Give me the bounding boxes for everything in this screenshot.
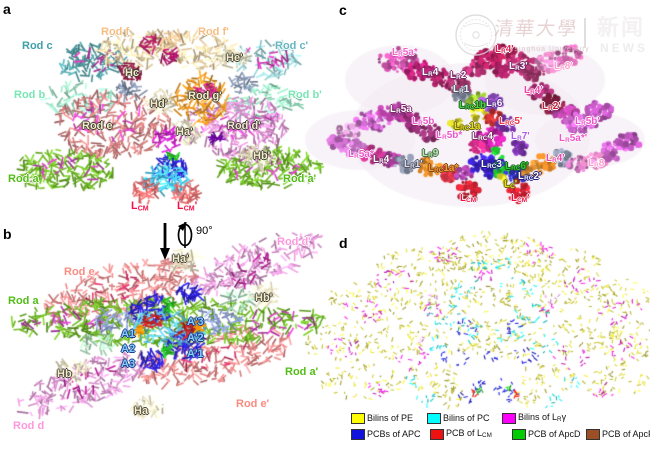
label-a-rod-b-prime: Rod b' [288, 89, 322, 101]
rotation-annotation: 90° [152, 221, 248, 261]
label-a-rod-f-prime: Rod f' [198, 26, 229, 38]
legend-swatch-icon [351, 413, 365, 424]
label-a-lcm-prime: LCM' [177, 200, 198, 213]
label-b-a1: A1 [121, 328, 136, 340]
legend-item-3: PCBs of APC [351, 429, 421, 440]
panel-c-letter: c [339, 2, 347, 18]
legend-swatch-icon [586, 429, 600, 440]
label-c-lr2: LR2 [450, 70, 467, 82]
label-b-hb-prime: Hb' [255, 292, 273, 304]
label-c-lr4-left: LR4 [373, 154, 390, 166]
label-c-lr3-prime: LR3' [509, 61, 528, 73]
label-a-rod-a: Rod a [8, 173, 39, 185]
legend-item-2: Bilins of LRγ [502, 413, 566, 424]
label-a-rod-e: Rod e [82, 120, 113, 132]
label-b-ha: Ha [134, 405, 149, 417]
legend-item-6: PCB of ApcF [586, 429, 650, 440]
legend-swatch-icon [512, 429, 526, 440]
label-b-a3: A3 [121, 358, 136, 370]
label-c-lr7-prime: LR7' [511, 131, 530, 143]
label-b-rod-a: Rod a [8, 295, 39, 307]
label-a-rod-a-prime: Rod a' [283, 173, 317, 185]
legend-item-4: PCB of LCM [430, 429, 492, 440]
label-c-lrc1a-star: LRC1a* [428, 163, 459, 175]
legend-label: Bilins of LRγ [518, 412, 567, 424]
panel-b-letter: b [3, 226, 12, 242]
panel-d-letter: d [339, 235, 348, 251]
label-b-a1-prime: A'1 [187, 348, 204, 360]
label-b-a2-prime: A'2 [187, 332, 204, 344]
legend-item-0: Bilins of PE [351, 413, 413, 424]
label-c-lr5a-star-tl: LR5a* [392, 47, 418, 59]
label-a-ha-prime: Ha' [176, 126, 193, 138]
legend-label: PCBs of APC [367, 429, 421, 439]
label-c-lcm: LCM [460, 193, 477, 205]
label-c-lr2-prime: LR2' [542, 101, 561, 113]
label-b-rod-d: Rod d [13, 420, 45, 432]
label-a-rod-c-prime: Rod c' [275, 40, 309, 52]
label-c-lrc1b: LRC1b [459, 100, 487, 112]
rotate-down-arrow-icon [160, 222, 193, 260]
label-a-rod-c: Rod c [22, 40, 53, 52]
legend-label: PCB of ApcF [602, 429, 650, 439]
label-c-lc-prime: LC' [504, 179, 518, 191]
label-c-lrc6-prime: LRC6' [505, 161, 529, 173]
label-c-lrc5-prime: LRC5' [499, 116, 523, 128]
legend-label: Bilins of PE [367, 413, 414, 423]
label-b-rod-d-prime: Rod d' [277, 236, 311, 248]
legend-swatch-icon [351, 429, 365, 440]
label-b-ha-prime: Ha' [172, 253, 189, 265]
label-a-rod-g-prime: Rod g' [188, 90, 222, 102]
label-c-lr4-top: LR4 [422, 67, 439, 79]
label-a-lcm: LCM [131, 200, 149, 213]
label-c-lr5b-left: LR5b [412, 116, 435, 128]
label-a-rod-f: Rod f [101, 26, 130, 38]
legend-label: Bilins of PC [443, 413, 490, 423]
label-a-hb-prime: Hb' [253, 150, 271, 162]
label-c-lr5a-star-prime: LR5a*' [559, 133, 588, 145]
legend-swatch-icon [502, 413, 516, 424]
label-b-a3-prime: A'3 [187, 316, 204, 328]
label-c-lr4-prime-right: LR4' [546, 153, 565, 165]
label-b-rod-e: Rod e [64, 266, 95, 278]
label-c-lr1-prime: LR1' [404, 159, 423, 171]
label-c-lr1: LR1 [453, 84, 470, 96]
legend-item-5: PCB of ApcD [512, 429, 581, 440]
legend-item-1: Bilins of PC [427, 413, 490, 424]
legend-label: PCB of ApcD [528, 429, 581, 439]
label-b-hb: Hb [57, 368, 72, 380]
label-a-he-prime: He' [226, 52, 243, 64]
legend-label: PCB of LCM [446, 428, 492, 440]
rotation-angle: 90° [196, 225, 213, 237]
label-c-lr5a-star-bl: LR5a* [348, 149, 374, 161]
label-b-rod-a-prime: Rod a' [285, 366, 319, 378]
label-c-lr6: LR6 [486, 98, 503, 110]
label-c-lr4-prime-mid: LR4' [524, 85, 543, 97]
label-c-lr4-prime-top: LR4' [495, 44, 514, 56]
label-c-lrc1a: LRC1a [454, 121, 481, 133]
label-c-lr9: LR9 [422, 148, 439, 160]
label-c-lr5b-prime: LR5b' [575, 116, 600, 128]
label-a-hd-prime: Hd' [150, 98, 168, 110]
label-a-hc: Hc [125, 67, 140, 79]
label-c-lr8-prime: LR8' [554, 61, 573, 73]
label-c-lr5a-left: LR5a [390, 104, 412, 116]
panel-a-letter: a [3, 1, 11, 17]
label-b-a2: A2 [121, 343, 136, 355]
label-c-lrc2-prime: LRC2' [518, 171, 542, 183]
label-c-lrc4: LRC4 [472, 131, 493, 143]
label-c-lr5b-star: LR5b* [436, 130, 463, 142]
label-a-rod-b: Rod b [14, 89, 46, 101]
legend-swatch-icon [430, 429, 444, 440]
label-c-lr8: LR8 [588, 158, 605, 170]
label-a-rod-d-prime: Rod d' [227, 120, 261, 132]
legend-swatch-icon [427, 413, 441, 424]
label-c-lrc3: LRC3 [481, 159, 502, 171]
label-b-rod-e-prime: Rod e' [236, 398, 270, 410]
label-c-lcm-prime: LCM' [511, 193, 530, 205]
